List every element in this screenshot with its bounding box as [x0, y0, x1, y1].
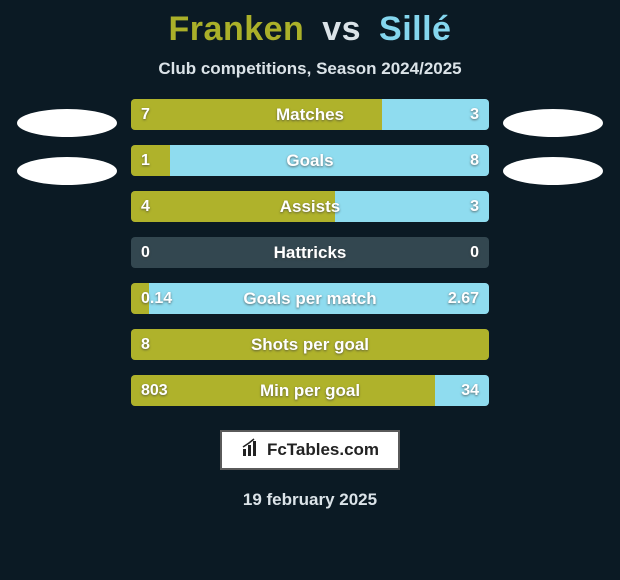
chart-icon	[241, 438, 261, 463]
player2-value: 34	[461, 375, 479, 406]
left-images-column	[17, 99, 117, 185]
stat-label: Shots per goal	[131, 329, 489, 360]
player1-value: 0.14	[141, 283, 172, 314]
player1-value: 7	[141, 99, 150, 130]
player1-value: 8	[141, 329, 150, 360]
stat-label: Matches	[131, 99, 489, 130]
source-badge: FcTables.com	[220, 430, 400, 470]
player1-value: 4	[141, 191, 150, 222]
stat-label: Assists	[131, 191, 489, 222]
player2-club-placeholder	[503, 157, 603, 185]
stat-bars: Matches7 3 Goals1 8 Assists4 3 Hattricks0 0 Goal…	[131, 99, 489, 406]
stat-row: Goals per match0.14 2.67	[131, 283, 489, 314]
comparison-card: Franken vs Sillé Club competitions, Seas…	[0, 0, 620, 580]
stat-label: Goals	[131, 145, 489, 176]
stat-row: Goals1 8	[131, 145, 489, 176]
player1-value: 0	[141, 237, 150, 268]
source-text: FcTables.com	[267, 440, 379, 460]
stat-label: Goals per match	[131, 283, 489, 314]
stat-row: Min per goal803 34	[131, 375, 489, 406]
subtitle: Club competitions, Season 2024/2025	[0, 59, 620, 79]
player2-name: Sillé	[379, 10, 451, 48]
player1-name: Franken	[169, 10, 305, 48]
player2-image-placeholder	[503, 109, 603, 137]
vs-text: vs	[322, 10, 361, 48]
player1-club-placeholder	[17, 157, 117, 185]
stat-row: Matches7 3	[131, 99, 489, 130]
stat-row: Assists4 3	[131, 191, 489, 222]
title: Franken vs Sillé	[0, 10, 620, 49]
player2-value: 2.67	[448, 283, 479, 314]
player2-value: 0	[470, 237, 479, 268]
player2-value: 3	[470, 99, 479, 130]
right-images-column	[503, 99, 603, 185]
player2-value: 8	[470, 145, 479, 176]
player1-image-placeholder	[17, 109, 117, 137]
stat-row: Shots per goal8	[131, 329, 489, 360]
player1-value: 1	[141, 145, 150, 176]
stat-label: Hattricks	[131, 237, 489, 268]
comparison-body: Matches7 3 Goals1 8 Assists4 3 Hattricks0 0 Goal…	[0, 99, 620, 406]
stat-label: Min per goal	[131, 375, 489, 406]
footer-date: 19 february 2025	[0, 490, 620, 510]
player2-value: 3	[470, 191, 479, 222]
player1-value: 803	[141, 375, 168, 406]
stat-row: Hattricks0 0	[131, 237, 489, 268]
